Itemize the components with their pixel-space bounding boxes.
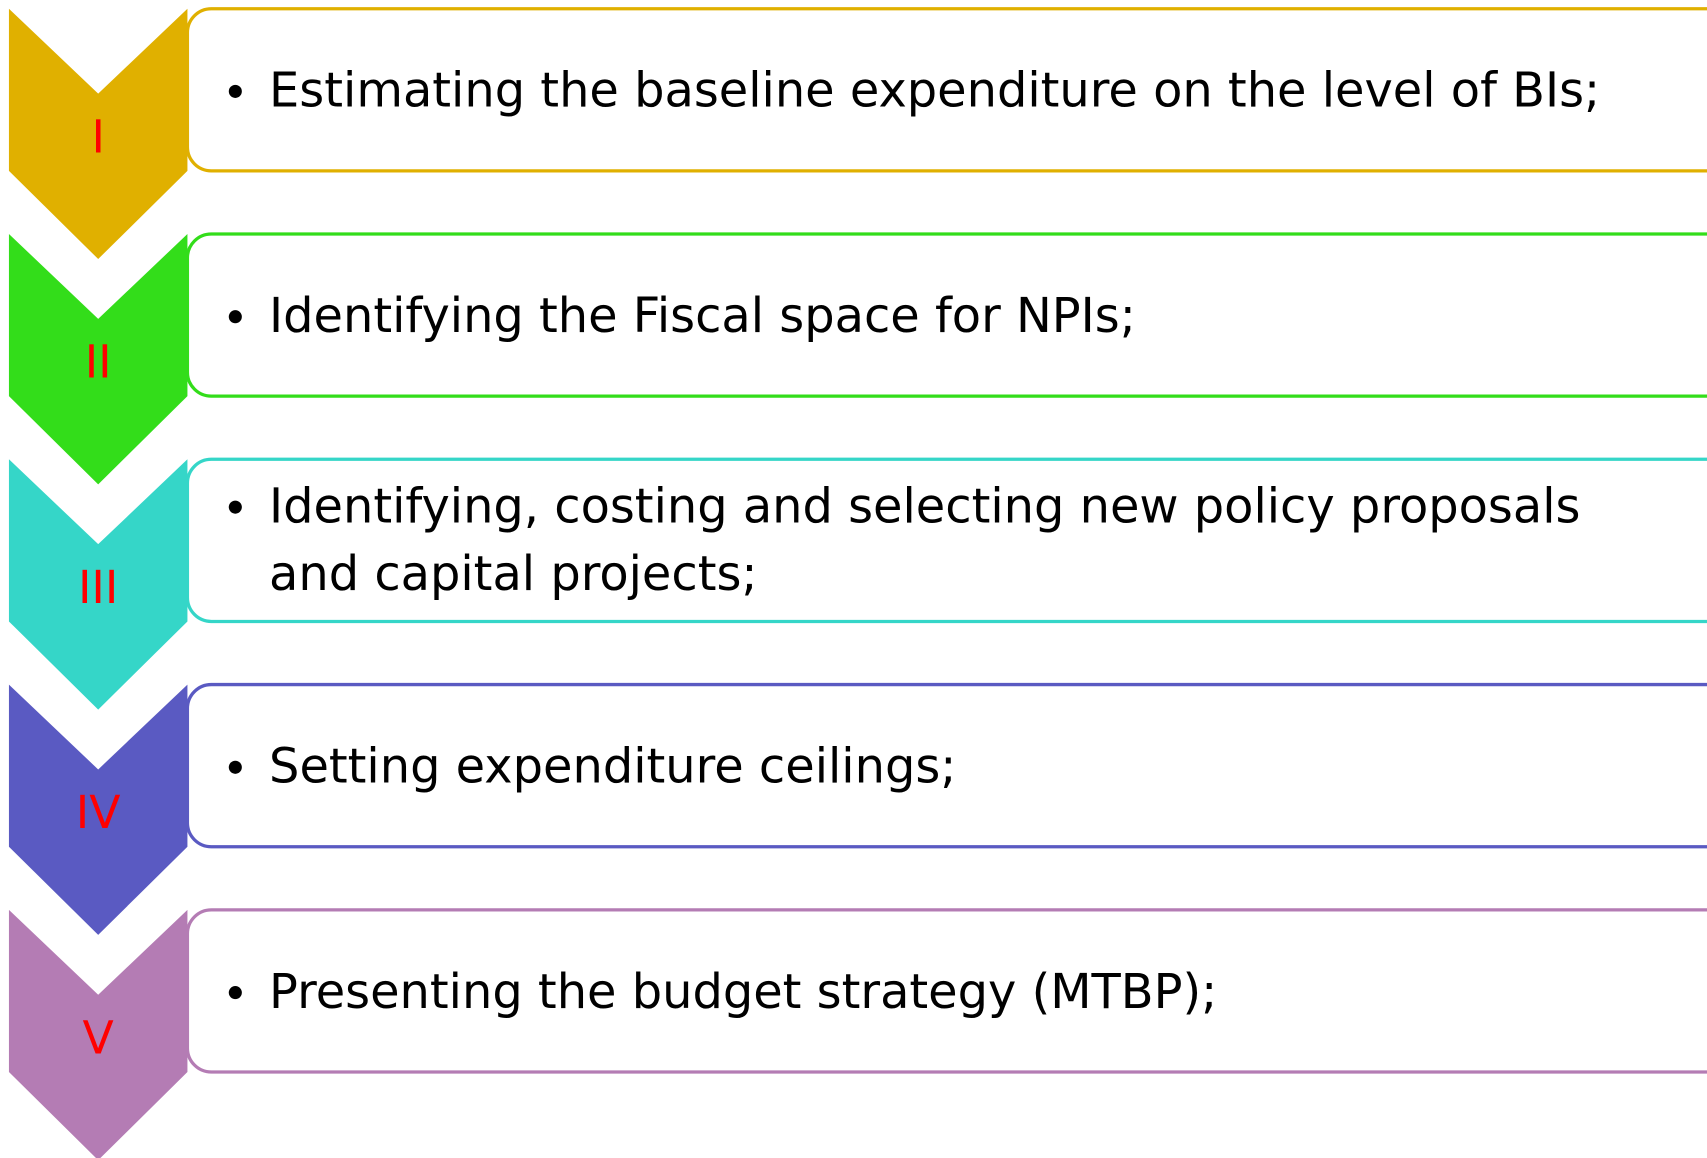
bullet <box>228 84 242 98</box>
step-numeral: III <box>78 561 118 614</box>
step-text: Presenting the budget strategy (MTBP); <box>269 965 1217 1020</box>
step-text: Estimating the baseline expenditure on t… <box>269 64 1600 119</box>
chevron <box>8 8 188 260</box>
bullet <box>228 310 242 324</box>
step-numeral: V <box>83 1012 114 1065</box>
bullet <box>228 986 242 1000</box>
chevron <box>8 459 188 710</box>
step-text: Identifying the Fiscal space for NPIs; <box>269 289 1136 344</box>
step-numeral: I <box>91 110 104 163</box>
chevron <box>8 909 188 1158</box>
bullet <box>228 760 242 774</box>
step-numeral: IV <box>76 786 121 839</box>
bullet <box>228 500 242 514</box>
step-numeral: II <box>85 336 112 389</box>
chevron <box>8 684 188 935</box>
step-text: Identifying, costing and selecting new p… <box>269 479 1580 534</box>
step-text: and capital projects; <box>269 547 757 602</box>
chevron <box>8 233 188 485</box>
step-text: Setting expenditure ceilings; <box>269 740 956 795</box>
